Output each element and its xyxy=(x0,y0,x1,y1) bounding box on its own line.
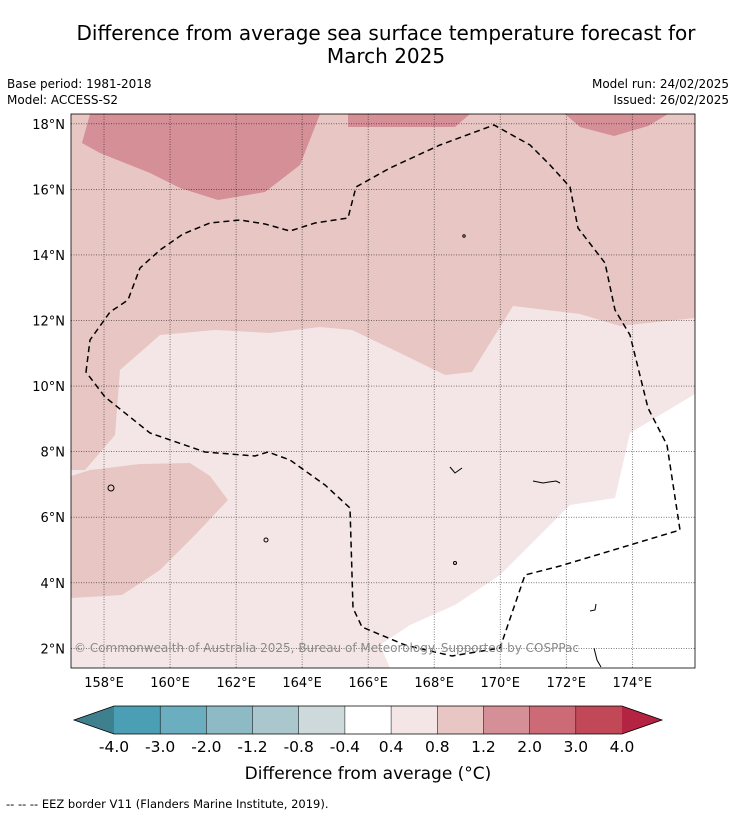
colorbar-tick-label: -4.0 xyxy=(99,738,129,756)
anomaly-region-0.8-1.2-southwest xyxy=(71,463,228,598)
title-line-2: March 2025 xyxy=(326,44,446,68)
model-run: Model run: 24/02/2025 xyxy=(591,77,729,91)
latitude-tick-label: 4°N xyxy=(41,577,66,592)
longitude-tick-label: 162°E xyxy=(216,676,256,691)
island xyxy=(462,234,466,238)
longitude-tick-label: 160°E xyxy=(150,676,190,691)
colorbar-tick-label: -0.8 xyxy=(284,738,314,756)
colorbar-tick-label: 1.2 xyxy=(471,738,496,756)
colorbar-tick-label: -0.4 xyxy=(330,738,360,756)
colorbar-over-arrow xyxy=(622,706,662,734)
colorbar-label: Difference from average (°C) xyxy=(244,764,492,784)
latitude-tick-label: 12°N xyxy=(32,315,65,330)
anomaly-region-neutral-east xyxy=(380,394,695,668)
latitude-tick-label: 10°N xyxy=(32,380,65,395)
base-period: Base period: 1981-2018 xyxy=(7,77,152,91)
meta-left: Base period: 1981-2018 Model: ACCESS-S2 xyxy=(7,76,152,108)
longitude-tick-label: 172°E xyxy=(546,676,586,691)
colorbar-segment xyxy=(483,706,530,734)
colorbar-tick-label: -2.0 xyxy=(191,738,221,756)
colorbar-tick-label: -3.0 xyxy=(145,738,175,756)
longitude-tick-label: 164°E xyxy=(282,676,322,691)
island xyxy=(532,480,561,484)
colorbar-tick-label: 0.8 xyxy=(425,738,450,756)
issued-date: Issued: 26/02/2025 xyxy=(613,93,729,107)
latitude-tick-label: 18°N xyxy=(32,118,65,133)
colorbar-tick-label: 4.0 xyxy=(610,738,635,756)
anomaly-region-1.2-2.0-north-east xyxy=(348,114,470,127)
anomaly-region-0.8-1.2-north xyxy=(71,114,695,470)
eez-border xyxy=(85,124,681,657)
colorbar-outline xyxy=(72,705,664,735)
colorbar-segment xyxy=(114,706,161,734)
island xyxy=(589,603,597,612)
attribution: © Commonwealth of Australia 2025, Bureau… xyxy=(74,641,579,655)
island xyxy=(263,537,269,543)
eez-legend-footnote: -- -- -- EEZ border V11 (Flanders Marine… xyxy=(6,797,329,811)
title-line-1: Difference from average sea surface temp… xyxy=(76,21,696,45)
anomaly-region-1.2-2.0-north xyxy=(82,114,320,200)
latitude-tick-label: 2°N xyxy=(41,642,66,657)
colorbar-tick-label: 3.0 xyxy=(563,738,588,756)
longitude-tick-label: 158°E xyxy=(84,676,124,691)
graticule xyxy=(71,114,695,668)
colorbar-segment xyxy=(160,706,207,734)
meta-right: Model run: 24/02/2025 Issued: 26/02/2025 xyxy=(592,76,729,108)
model-name: Model: ACCESS-S2 xyxy=(7,93,119,107)
colorbar-tick-label: -1.2 xyxy=(237,738,267,756)
latitude-tick-label: 16°N xyxy=(32,183,65,198)
latitude-tick-label: 8°N xyxy=(41,446,66,461)
latitude-tick-label: 14°N xyxy=(32,249,65,264)
anomaly-region-1.2-2.0-northeast-corner xyxy=(565,114,668,136)
latitude-tick-labels: 2°N 4°N 6°N 8°N 10°N 12°N 14°N 16°N 18°N xyxy=(32,118,65,657)
longitude-tick-label: 166°E xyxy=(348,676,388,691)
island xyxy=(449,466,463,474)
longitude-tick-label: 174°E xyxy=(613,676,653,691)
colorbar-segment xyxy=(252,706,300,734)
island xyxy=(453,561,457,565)
colorbar-segment xyxy=(529,706,577,734)
colorbar-segment xyxy=(206,706,253,734)
colorbar-segment xyxy=(298,706,346,734)
colorbar-segment xyxy=(344,706,392,734)
colorbar: -4.0 -3.0 -2.0 -1.2 -0.8 -0.4 0.4 0.8 1.2 2.0 3.0 4… xyxy=(72,705,664,756)
colorbar-segment xyxy=(575,706,623,734)
longitude-tick-labels: 158°E 160°E 162°E 164°E 166°E 168°E 170°E 172°E… xyxy=(84,676,652,691)
island-outlines xyxy=(107,234,602,668)
longitude-tick-label: 170°E xyxy=(480,676,520,691)
island xyxy=(107,484,115,492)
longitude-tick-label: 168°E xyxy=(414,676,454,691)
colorbar-segment xyxy=(391,706,438,734)
map-area xyxy=(70,113,696,669)
colorbar-tick-label: 0.4 xyxy=(379,738,404,756)
latitude-tick-label: 6°N xyxy=(41,511,66,526)
island xyxy=(593,647,602,668)
colorbar-segment xyxy=(437,706,484,734)
colorbar-tick-label: 2.0 xyxy=(517,738,542,756)
map-title: Difference from average sea surface temp… xyxy=(40,22,732,68)
colorbar-under-arrow xyxy=(74,706,114,734)
map-frame xyxy=(70,113,696,669)
